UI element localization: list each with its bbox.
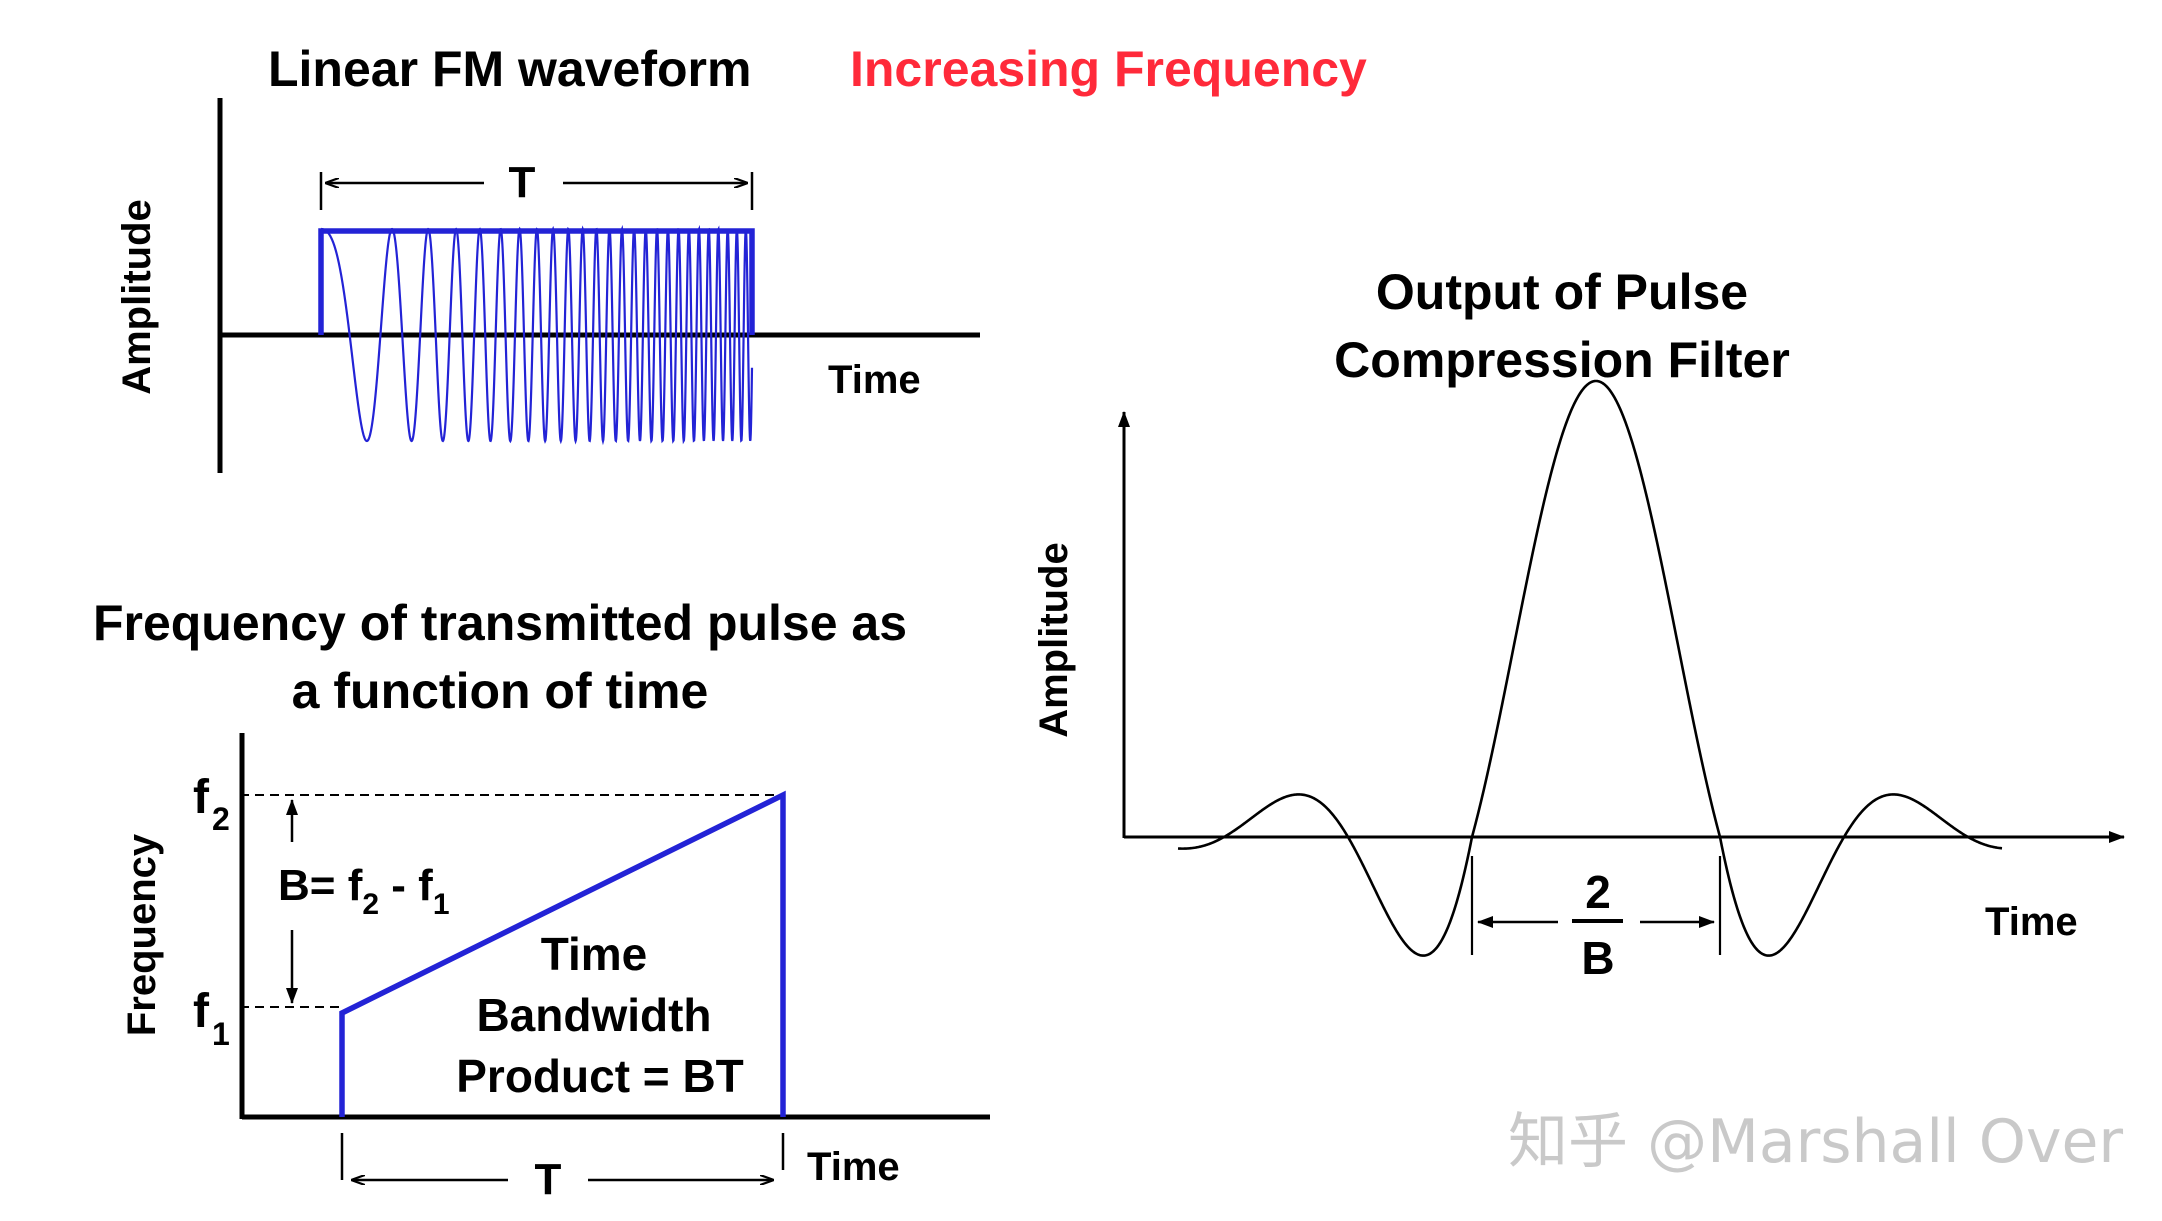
freq-title-line1: Frequency of transmitted pulse as [93, 595, 907, 651]
freq-title-line2: a function of time [292, 663, 709, 719]
frequency-ramp [339, 790, 786, 1117]
svg-text:2: 2 [212, 801, 230, 837]
mainlobe-width-numerator: 2 [1585, 866, 1611, 918]
lfm-waveform-panel: Linear FM waveform Increasing Frequency … [115, 41, 1367, 473]
bandwidth-label: B= f2 - f1 [278, 861, 450, 921]
output-y-axis-label: Amplitude [1032, 542, 1076, 738]
svg-text:f: f [193, 771, 210, 824]
lfm-y-axis-label: Amplitude [115, 199, 159, 395]
f1-label: f 1 [193, 985, 230, 1052]
compression-output-panel: Output of Pulse Compression Filter Ampli… [1032, 264, 2125, 984]
product-text-line3: Product = BT [456, 1050, 744, 1102]
mainlobe-width-denominator: B [1581, 932, 1614, 984]
svg-text:1: 1 [212, 1016, 230, 1052]
lfm-duration-label: T [509, 158, 536, 207]
output-title-line1: Output of Pulse [1376, 264, 1748, 320]
freq-x-axis-label: Time [807, 1145, 900, 1189]
lfm-pulse-envelope [318, 228, 755, 335]
lfm-title-highlight: Increasing Frequency [850, 41, 1367, 97]
svg-text:f: f [193, 985, 210, 1038]
output-x-axis-label: Time [1985, 900, 2078, 944]
watermark-text: 知乎 @Marshall Over [1508, 1107, 2123, 1177]
lfm-title: Linear FM waveform [268, 41, 751, 97]
output-title-line2: Compression Filter [1334, 332, 1790, 388]
lfm-x-axis-label: Time [828, 358, 921, 402]
freq-y-axis-label: Frequency [120, 833, 164, 1036]
freq-duration-label: T [535, 1155, 562, 1204]
f2-label: f 2 [193, 771, 230, 837]
product-text-line1: Time [541, 928, 648, 980]
product-text-line2: Bandwidth [476, 989, 711, 1041]
frequency-time-panel: Frequency of transmitted pulse as a func… [93, 595, 990, 1204]
compressed-pulse-curve [1177, 379, 2003, 957]
